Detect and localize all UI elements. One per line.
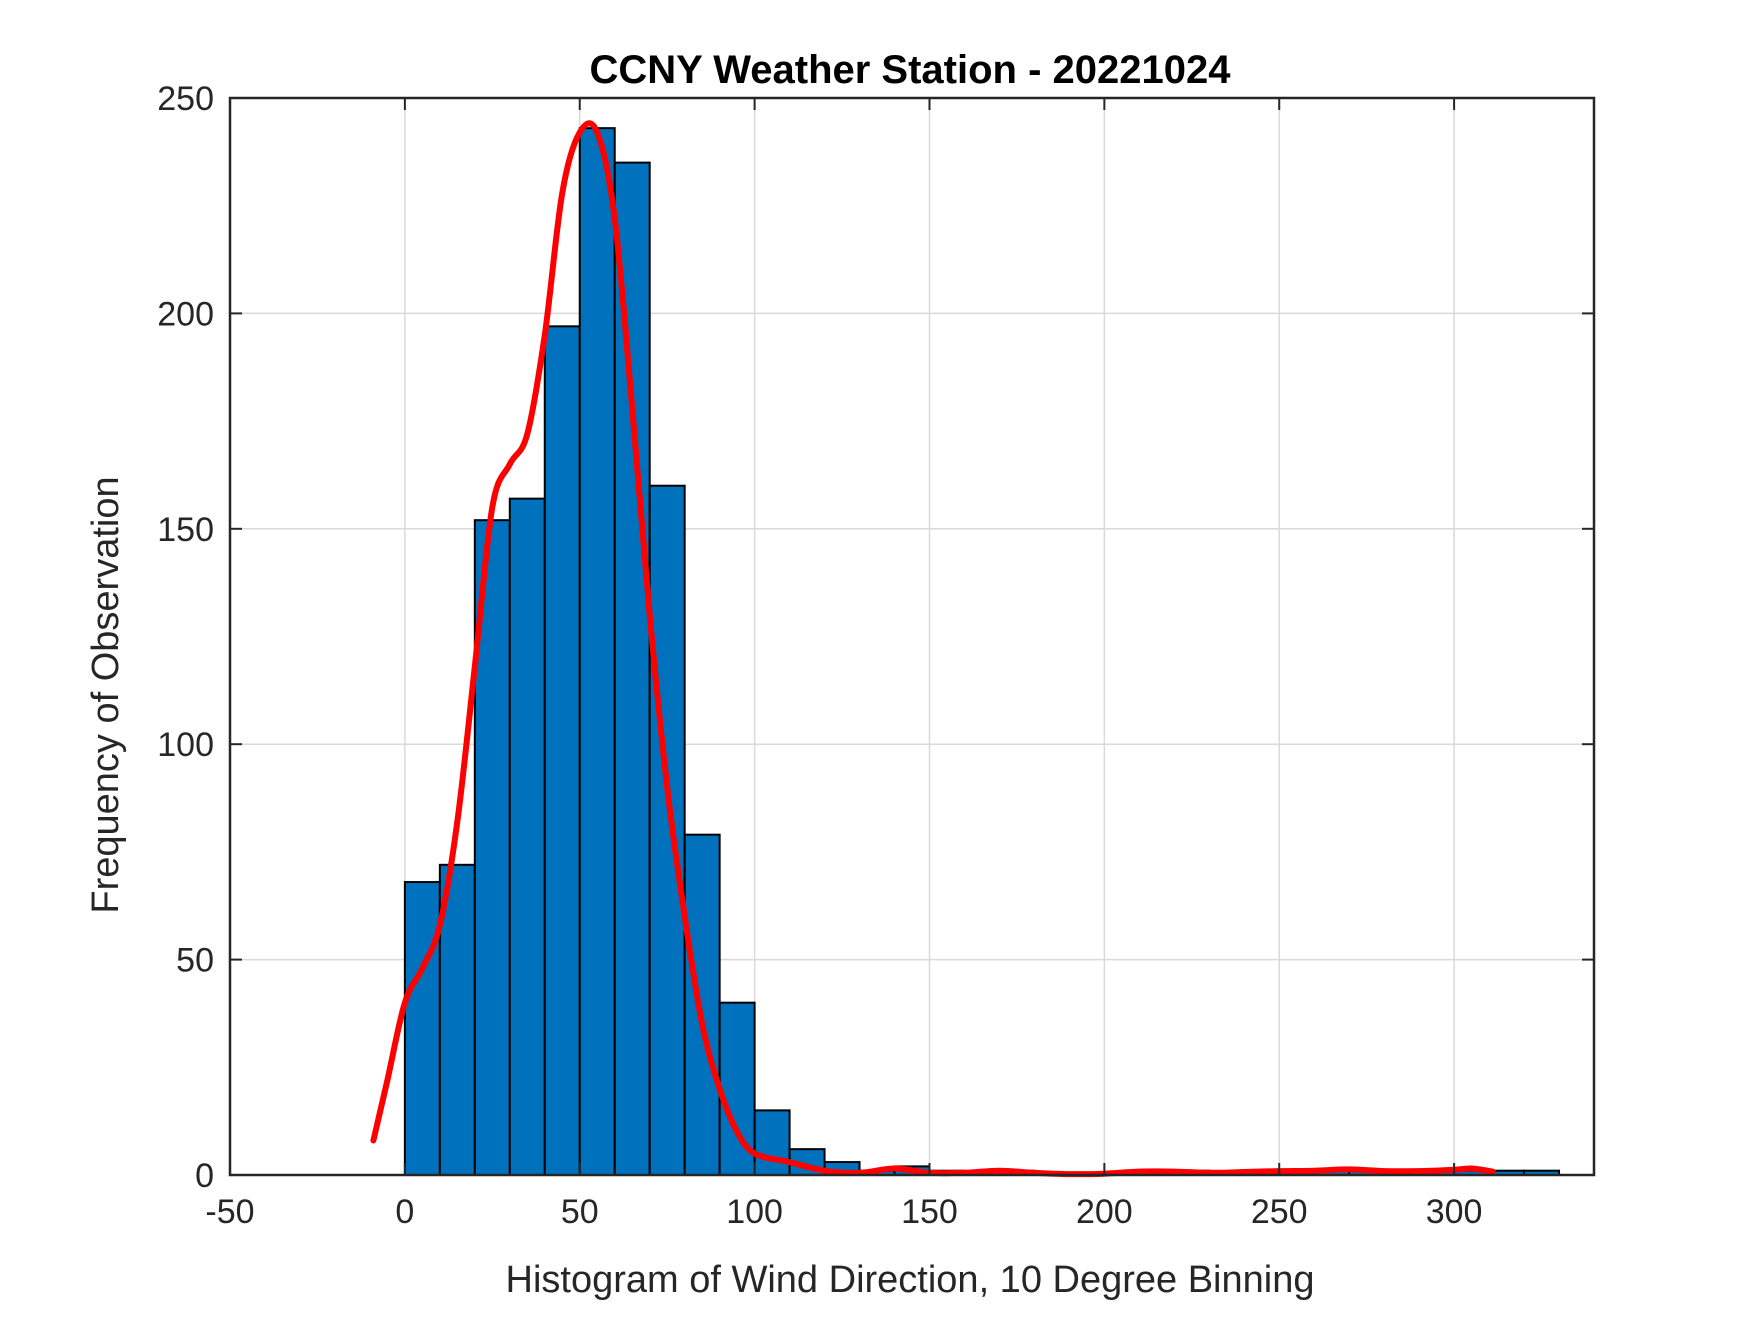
x-tick-label: 200 — [1076, 1193, 1133, 1231]
y-tick-label: 0 — [195, 1157, 214, 1195]
x-tick-label: 300 — [1426, 1193, 1483, 1231]
histogram-bar — [648, 484, 686, 1177]
x-tick-label: 100 — [726, 1193, 783, 1231]
histogram-bar — [403, 881, 441, 1177]
y-axis-label: Frequency of Observation — [85, 476, 127, 913]
histogram-bar — [753, 1109, 791, 1177]
histogram-bar — [543, 325, 581, 1177]
histogram-bar — [683, 833, 721, 1177]
chart-title: CCNY Weather Station - 20221024 — [590, 48, 1232, 92]
histogram-bar — [438, 863, 476, 1176]
histogram-bar — [508, 497, 546, 1177]
fit-curve-layer — [370, 120, 1496, 1178]
histogram-bar — [578, 127, 616, 1176]
plot-frame — [228, 96, 1596, 1177]
histogram-bar — [613, 161, 651, 1176]
x-tick-label: 50 — [561, 1193, 599, 1231]
x-tick-label: 0 — [395, 1193, 414, 1231]
bars-layer — [403, 127, 1561, 1177]
x-axis-label: Histogram of Wind Direction, 10 Degree B… — [506, 1259, 1315, 1301]
y-tick-label: 200 — [157, 295, 214, 333]
y-tick-label: 150 — [157, 511, 214, 549]
x-tick-label: -50 — [205, 1193, 254, 1231]
x-tick-label: 250 — [1251, 1193, 1308, 1231]
y-tick-label: 50 — [176, 942, 214, 980]
y-tick-label: 250 — [157, 80, 214, 118]
x-tick-label: 150 — [901, 1193, 958, 1231]
y-tick-label: 100 — [157, 726, 214, 764]
fit-curve-line — [370, 120, 1496, 1178]
